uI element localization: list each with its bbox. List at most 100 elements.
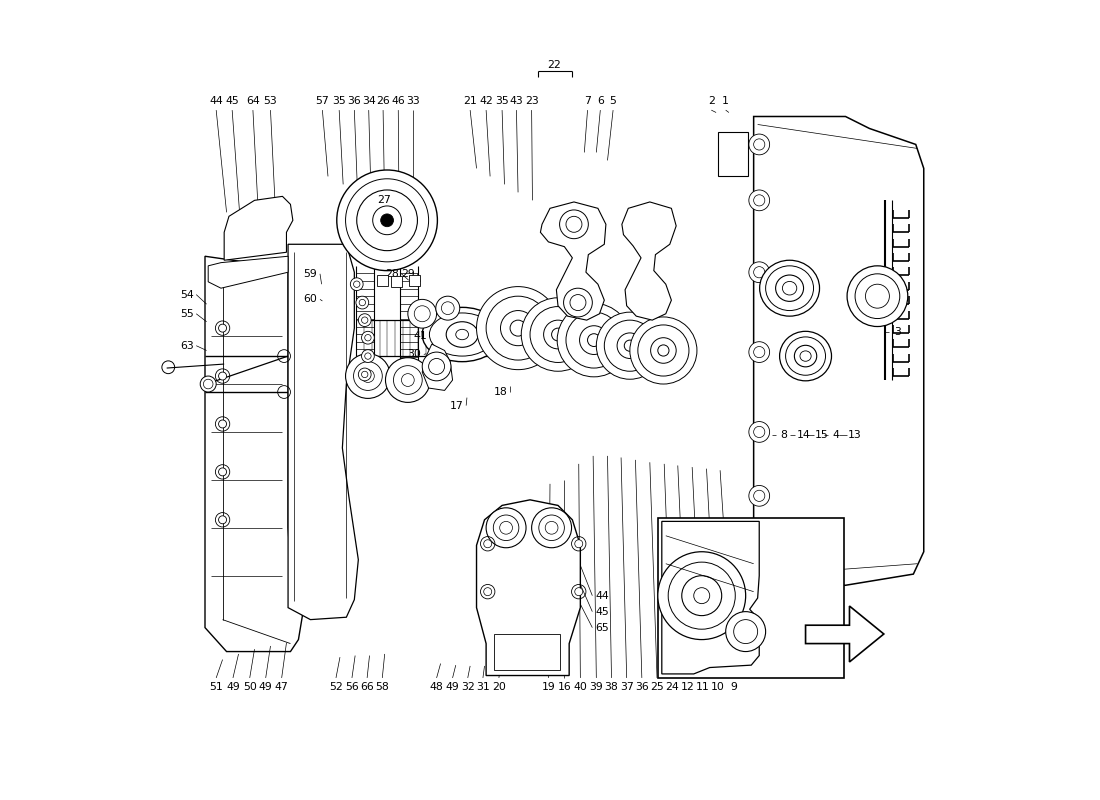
Text: 10: 10 (711, 682, 725, 693)
Circle shape (539, 515, 564, 541)
Ellipse shape (455, 330, 469, 340)
Circle shape (408, 299, 437, 328)
Circle shape (493, 515, 519, 541)
Ellipse shape (800, 351, 811, 362)
Text: 51: 51 (209, 682, 223, 693)
Circle shape (385, 358, 430, 402)
Polygon shape (288, 244, 359, 620)
Circle shape (630, 317, 697, 384)
Circle shape (531, 508, 572, 548)
Text: 54: 54 (179, 290, 194, 299)
Text: 38: 38 (605, 682, 618, 693)
Circle shape (734, 620, 758, 643)
Bar (717, 133, 748, 176)
Circle shape (530, 306, 586, 362)
Circle shape (551, 328, 564, 341)
Text: 5: 5 (609, 95, 616, 106)
Circle shape (219, 420, 227, 428)
Text: 58: 58 (375, 682, 389, 693)
Circle shape (650, 338, 676, 363)
Text: 14: 14 (796, 430, 810, 440)
Text: 57: 57 (316, 95, 329, 106)
Polygon shape (476, 500, 581, 675)
Text: 40: 40 (573, 682, 587, 693)
Polygon shape (662, 522, 759, 674)
Circle shape (345, 178, 429, 262)
Text: 32: 32 (461, 682, 474, 693)
Circle shape (436, 296, 460, 320)
Text: 11: 11 (695, 682, 710, 693)
Ellipse shape (429, 313, 495, 356)
Text: 45: 45 (226, 95, 239, 106)
Text: 22: 22 (547, 59, 561, 70)
Circle shape (356, 296, 369, 309)
Text: 47: 47 (275, 682, 288, 693)
Circle shape (353, 362, 383, 390)
Circle shape (429, 358, 444, 374)
Polygon shape (208, 256, 288, 288)
Text: 45: 45 (595, 606, 608, 617)
Bar (408, 274, 420, 286)
Circle shape (596, 312, 663, 379)
Circle shape (219, 324, 227, 332)
Circle shape (580, 326, 608, 354)
Ellipse shape (776, 275, 804, 302)
Text: 1: 1 (723, 95, 729, 106)
Text: 31: 31 (476, 682, 490, 693)
Text: 25: 25 (650, 682, 664, 693)
Text: 43: 43 (509, 95, 524, 106)
Text: 20: 20 (492, 682, 506, 693)
Circle shape (604, 320, 656, 371)
Text: 28: 28 (385, 269, 398, 279)
Text: 66: 66 (360, 682, 374, 693)
Circle shape (658, 345, 669, 356)
Bar (494, 634, 560, 670)
Circle shape (500, 310, 536, 346)
Text: 34: 34 (362, 95, 375, 106)
Circle shape (362, 350, 374, 362)
Circle shape (866, 284, 890, 308)
Circle shape (658, 552, 746, 639)
Circle shape (575, 588, 583, 596)
Text: 46: 46 (392, 95, 405, 106)
Text: 41: 41 (412, 331, 427, 341)
Circle shape (543, 320, 572, 349)
Polygon shape (621, 202, 676, 320)
Circle shape (638, 325, 689, 376)
Text: 24: 24 (666, 682, 679, 693)
Text: 15: 15 (815, 430, 828, 440)
Circle shape (219, 468, 227, 476)
Circle shape (560, 210, 588, 238)
Bar (658, 518, 844, 678)
Text: 62: 62 (722, 560, 736, 570)
Text: 53: 53 (264, 95, 277, 106)
Text: 64: 64 (246, 95, 260, 106)
Polygon shape (224, 196, 293, 260)
Text: 50: 50 (243, 682, 256, 693)
Circle shape (373, 206, 402, 234)
Circle shape (350, 278, 363, 290)
Circle shape (337, 170, 438, 270)
Circle shape (625, 340, 636, 351)
Text: 36: 36 (348, 95, 361, 106)
Text: 16: 16 (558, 682, 571, 693)
Text: 65: 65 (595, 622, 608, 633)
Circle shape (587, 334, 601, 346)
Text: 49: 49 (227, 682, 240, 693)
Circle shape (847, 266, 907, 326)
Polygon shape (422, 344, 452, 390)
Circle shape (510, 320, 526, 336)
Circle shape (394, 366, 422, 394)
Bar (392, 276, 403, 287)
Circle shape (484, 540, 492, 548)
Circle shape (682, 576, 722, 616)
Ellipse shape (782, 282, 796, 295)
Text: 39: 39 (590, 682, 603, 693)
Text: 49: 49 (446, 682, 460, 693)
Bar (376, 274, 388, 286)
Polygon shape (754, 117, 924, 586)
Text: 48: 48 (430, 682, 443, 693)
Ellipse shape (766, 266, 814, 310)
Circle shape (362, 331, 374, 344)
Ellipse shape (760, 260, 820, 316)
